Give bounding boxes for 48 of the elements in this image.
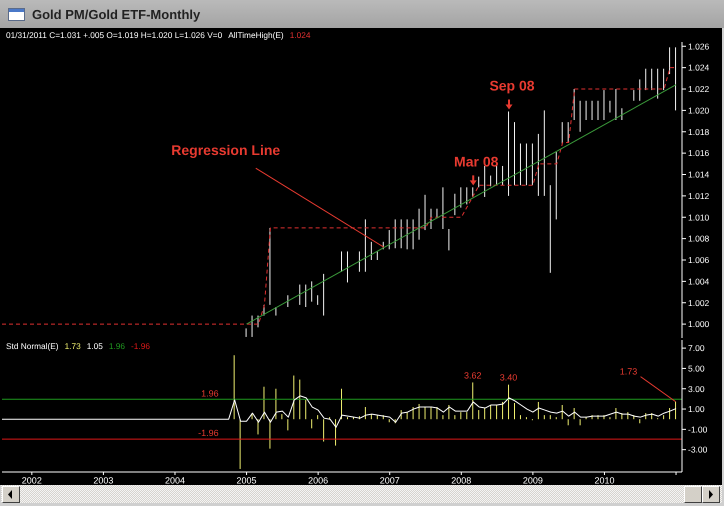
y-tick-label: 3.00 — [688, 384, 705, 394]
legend-title: Std Normal(E) — [6, 341, 59, 351]
data-label: 3.62 — [464, 370, 482, 380]
y-tick-label: 1.000 — [688, 319, 710, 330]
data-label: 1.73 — [620, 366, 638, 377]
y-tick-label: 1.018 — [688, 126, 710, 137]
x-tick-label: 2002 — [22, 475, 42, 486]
text: -1.96 — [131, 341, 150, 351]
x-tick-label: 2007 — [380, 475, 400, 486]
y-tick-label: 1.004 — [688, 276, 710, 286]
text: 1.024 — [290, 30, 310, 40]
x-tick-label: 2010 — [594, 475, 614, 486]
y-tick-label: 1.008 — [688, 234, 710, 244]
data-label: 3.40 — [500, 372, 518, 383]
line-series — [2, 67, 677, 325]
y-tick-label: 1.006 — [688, 255, 710, 266]
text: 1.73 — [64, 341, 81, 351]
x-tick-label: 2009 — [522, 475, 543, 486]
line-series — [2, 395, 677, 428]
x-tick-label: 2006 — [308, 475, 328, 486]
x-tick-label: 2005 — [236, 475, 257, 486]
y-tick-label: 1.020 — [688, 105, 710, 116]
ref-line-label: -1.96 — [198, 428, 219, 438]
chart-subtitle: 01/31/2011 C=1.031 +.005 O=1.019 H=1.020 L=1.026 V=0 — [6, 30, 222, 40]
y-tick-label: 1.014 — [688, 170, 710, 180]
annotation: Mar 08 — [454, 153, 499, 170]
annotation: Sep 08 — [489, 77, 535, 94]
y-tick-label: 1.026 — [688, 41, 710, 52]
text: 1.05 — [86, 341, 103, 351]
legend-title: AllTimeHigh(E) — [228, 30, 284, 40]
y-tick-label: 7.00 — [688, 343, 705, 354]
x-tick-label: 2004 — [164, 475, 185, 486]
x-tick-label: 2003 — [93, 475, 114, 486]
chart-title: Gold PM/Gold ETF-Monthly — [32, 7, 200, 22]
text: 1.96 — [108, 341, 126, 351]
x-tick-label: 2008 — [451, 475, 472, 486]
y-tick-label: 1.022 — [688, 84, 710, 94]
y-tick-label: 1.002 — [688, 298, 710, 308]
y-tick-label: 1.00 — [688, 404, 705, 414]
ref-line-label: 1.96 — [201, 388, 219, 398]
y-tick-label: 1.010 — [688, 212, 710, 222]
y-tick-label: 1.012 — [688, 190, 710, 201]
y-tick-label: -3.00 — [688, 444, 708, 455]
y-tick-label: 5.00 — [688, 363, 705, 374]
y-tick-label: 1.024 — [688, 62, 710, 73]
y-tick-label: 1.016 — [688, 148, 710, 158]
annotation: Regression Line — [171, 142, 280, 158]
y-tick-label: -1.00 — [688, 424, 708, 434]
